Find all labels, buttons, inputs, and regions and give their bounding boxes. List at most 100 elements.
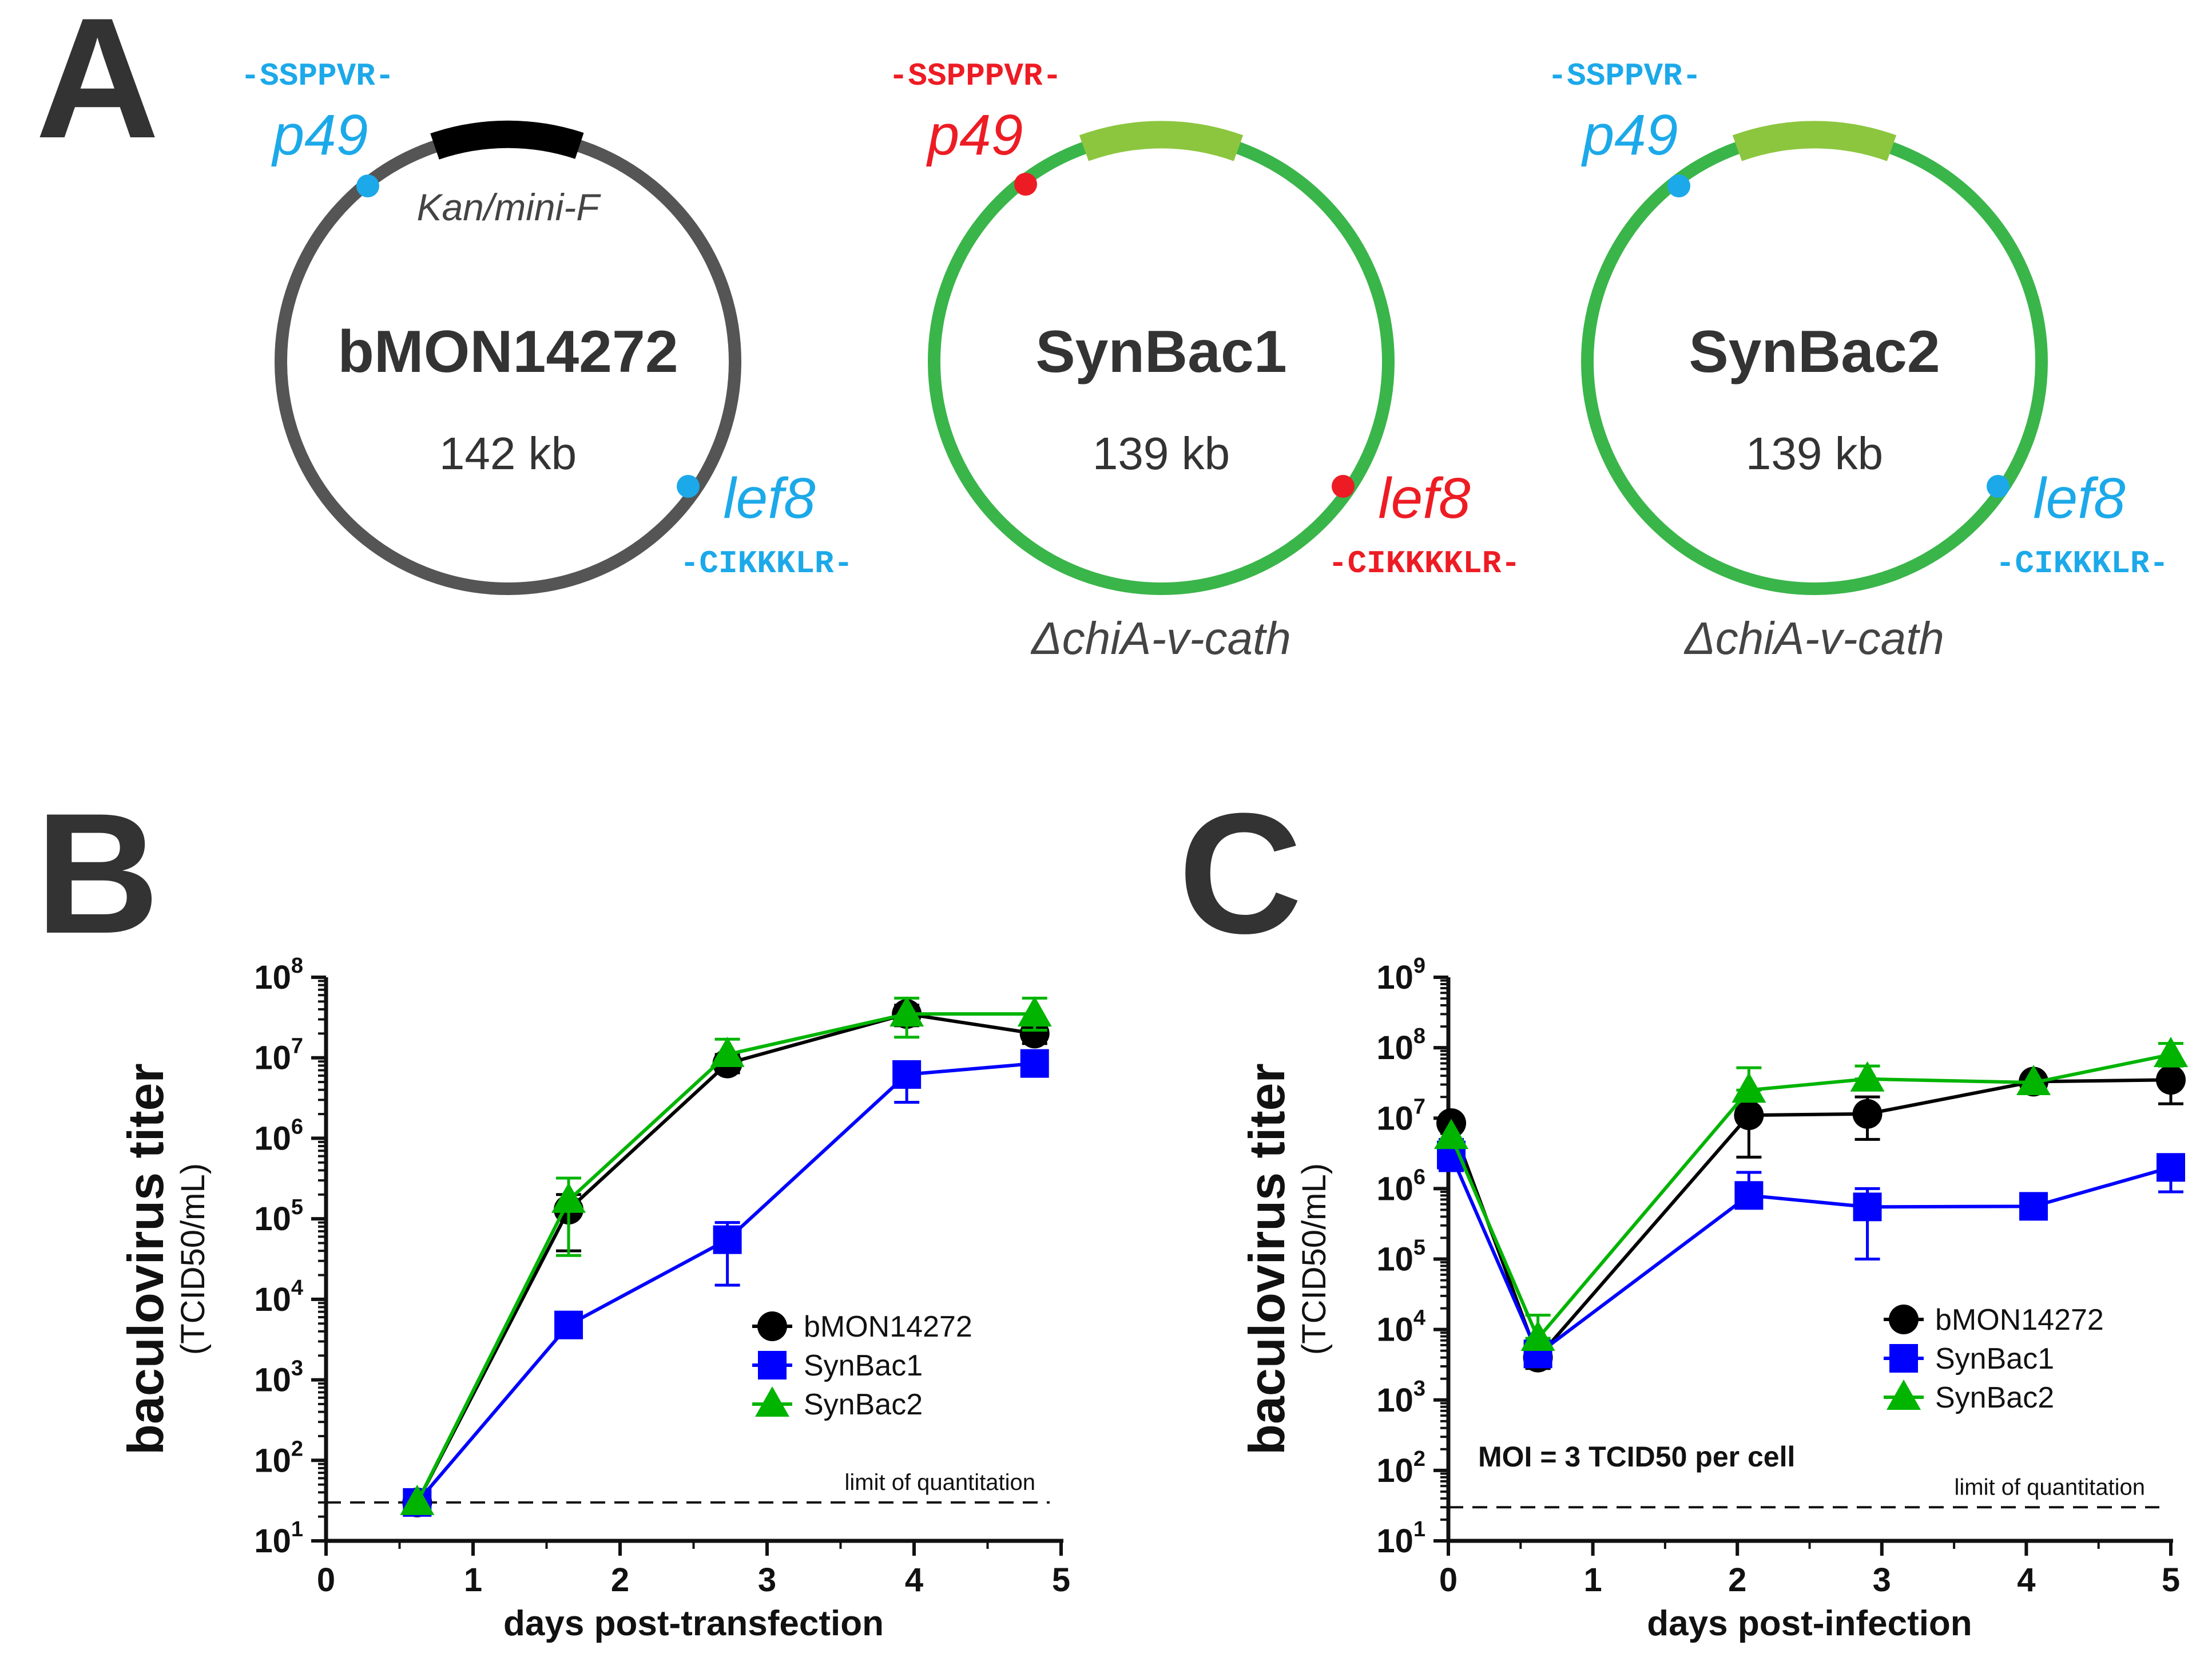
series-line — [415, 1012, 1035, 1504]
p49-sequence: -SSPPVR- — [1548, 58, 1702, 94]
legend-entry: SynBac2 — [1884, 1380, 2054, 1414]
lef8-site-dot — [1332, 475, 1355, 498]
series-synbac1 — [403, 1049, 1049, 1517]
data-point — [1887, 1380, 1921, 1410]
series-line — [1449, 1053, 2171, 1342]
y-tick-label: 106 — [1376, 1165, 1425, 1207]
data-point — [2154, 1037, 2188, 1068]
x-tick-label: 5 — [2162, 1561, 2180, 1599]
p49-site-dot — [356, 175, 379, 197]
lef8-sequence: -CIKKKKLR- — [1328, 545, 1520, 582]
y-tick-label: 102 — [254, 1437, 303, 1479]
data-point — [2019, 1192, 2048, 1221]
panel-c-label: C — [1178, 777, 1302, 969]
x-tick-label: 2 — [611, 1561, 629, 1599]
x-tick-label: 0 — [317, 1561, 335, 1599]
plasmid-synbac2: SynBac2 139 kb p49 -SSPPVR- lef8 -CIKKKL… — [1548, 58, 2169, 664]
series-synbac2 — [400, 996, 1052, 1515]
data-point — [755, 1386, 789, 1417]
lef8-site-dot — [677, 475, 700, 498]
data-point — [2016, 1065, 2051, 1096]
x-tick-label: 2 — [1728, 1561, 1746, 1599]
marker-label: Kan/mini-F — [416, 186, 601, 228]
series-synbac2 — [1434, 1037, 2188, 1351]
legend-label: bMON14272 — [1935, 1303, 2104, 1337]
chart-panel-b: 101 102 103 104 105 106 107 108 0 1 2 3 4 5 days post-… — [117, 954, 1070, 1643]
p49-site-dot — [1014, 173, 1037, 196]
chart-panel-c: 101 102 103 104 105 106 107 108 109 0 1 2 3 4 5 days po… — [1238, 954, 2188, 1643]
y-axis-subtitle: (TCID50/mL) — [174, 1163, 212, 1355]
plasmid-bmon14272: Kan/mini-F bMON14272 142 kb p49 -SSPPVR-… — [241, 58, 853, 595]
y-tick-label: 105 — [1376, 1236, 1425, 1278]
plasmid-name: SynBac2 — [1689, 319, 1940, 385]
p49-label: p49 — [926, 103, 1023, 167]
x-tick-label: 0 — [1439, 1561, 1458, 1599]
y-tick-label: 107 — [1376, 1095, 1425, 1137]
legend-entry: SynBac2 — [752, 1386, 923, 1421]
p49-sequence: -SSPPVR- — [241, 58, 395, 94]
x-tick-label: 3 — [1873, 1561, 1891, 1599]
x-axis-title: days post-transfection — [503, 1604, 884, 1643]
y-tick-label: 108 — [1376, 1024, 1425, 1067]
data-point — [551, 1182, 586, 1213]
series-line — [1449, 1154, 2171, 1357]
legend-entry: bMON14272 — [752, 1310, 972, 1343]
y-tick-label: 102 — [1376, 1447, 1425, 1489]
p49-site-dot — [1667, 175, 1690, 197]
data-point — [1734, 1100, 1764, 1131]
deletion-label: ΔchiA-v-cath — [1683, 613, 1944, 664]
lef8-site-dot — [1987, 475, 2010, 498]
data-point — [889, 996, 924, 1027]
data-point — [1852, 1099, 1883, 1129]
data-point — [1434, 1119, 1469, 1149]
data-point — [2157, 1153, 2185, 1182]
y-tick-label: 103 — [254, 1357, 303, 1399]
legend-entry: bMON14272 — [1884, 1303, 2104, 1337]
legend-label: SynBac2 — [804, 1388, 923, 1421]
legend-label: bMON14272 — [804, 1310, 972, 1343]
marker-arc — [430, 120, 584, 160]
data-point — [1520, 1321, 1555, 1351]
lef8-label: lef8 — [1378, 466, 1471, 530]
legend-entry: SynBac1 — [1884, 1342, 2054, 1375]
data-point — [1732, 1072, 1766, 1103]
x-axis-title: days post-infection — [1647, 1604, 1972, 1643]
x-tick-label: 3 — [758, 1561, 776, 1599]
data-point — [1850, 1061, 1885, 1092]
data-point — [1853, 1192, 1882, 1222]
y-tick-label: 109 — [1376, 954, 1425, 996]
data-point — [758, 1351, 787, 1380]
y-tick-label: 104 — [254, 1276, 303, 1318]
legend-label: SynBac2 — [1935, 1381, 2054, 1414]
series-line — [416, 1061, 1035, 1504]
data-point — [1017, 996, 1052, 1027]
p49-sequence: -SSPPPVR- — [889, 58, 1062, 94]
data-point — [400, 1484, 435, 1515]
x-tick-label: 4 — [905, 1561, 923, 1599]
annotation: MOI = 3 TCID50 per cell — [1478, 1441, 1795, 1473]
lef8-label: lef8 — [723, 466, 816, 530]
data-point — [710, 1036, 745, 1067]
x-tick-label: 4 — [2017, 1561, 2035, 1599]
marker-arc — [1732, 121, 1897, 161]
y-axis-title: baculovirus titer — [117, 1063, 174, 1455]
plasmid-size: 139 kb — [1093, 428, 1230, 479]
x-tick-label: 1 — [1583, 1561, 1602, 1599]
x-tick-label: 5 — [1052, 1561, 1070, 1599]
loq-label: limit of quantitation — [1954, 1474, 2145, 1500]
plasmid-size: 142 kb — [439, 428, 577, 479]
data-point — [1889, 1305, 1919, 1334]
y-tick-label: 106 — [254, 1115, 303, 1157]
y-tick-label: 103 — [1376, 1377, 1425, 1419]
y-tick-label: 104 — [1376, 1306, 1425, 1349]
data-point — [757, 1311, 787, 1341]
panel-b-label: B — [35, 777, 160, 969]
series-line — [415, 1012, 1035, 1504]
y-tick-label: 105 — [254, 1195, 303, 1238]
y-tick-label: 101 — [1376, 1517, 1425, 1560]
marker-arc — [1079, 121, 1244, 161]
data-point — [554, 1310, 583, 1339]
p49-label: p49 — [1581, 103, 1678, 167]
plasmid-synbac1: SynBac1 139 kb p49 -SSPPPVR- lef8 -CIKKK… — [889, 58, 1520, 664]
